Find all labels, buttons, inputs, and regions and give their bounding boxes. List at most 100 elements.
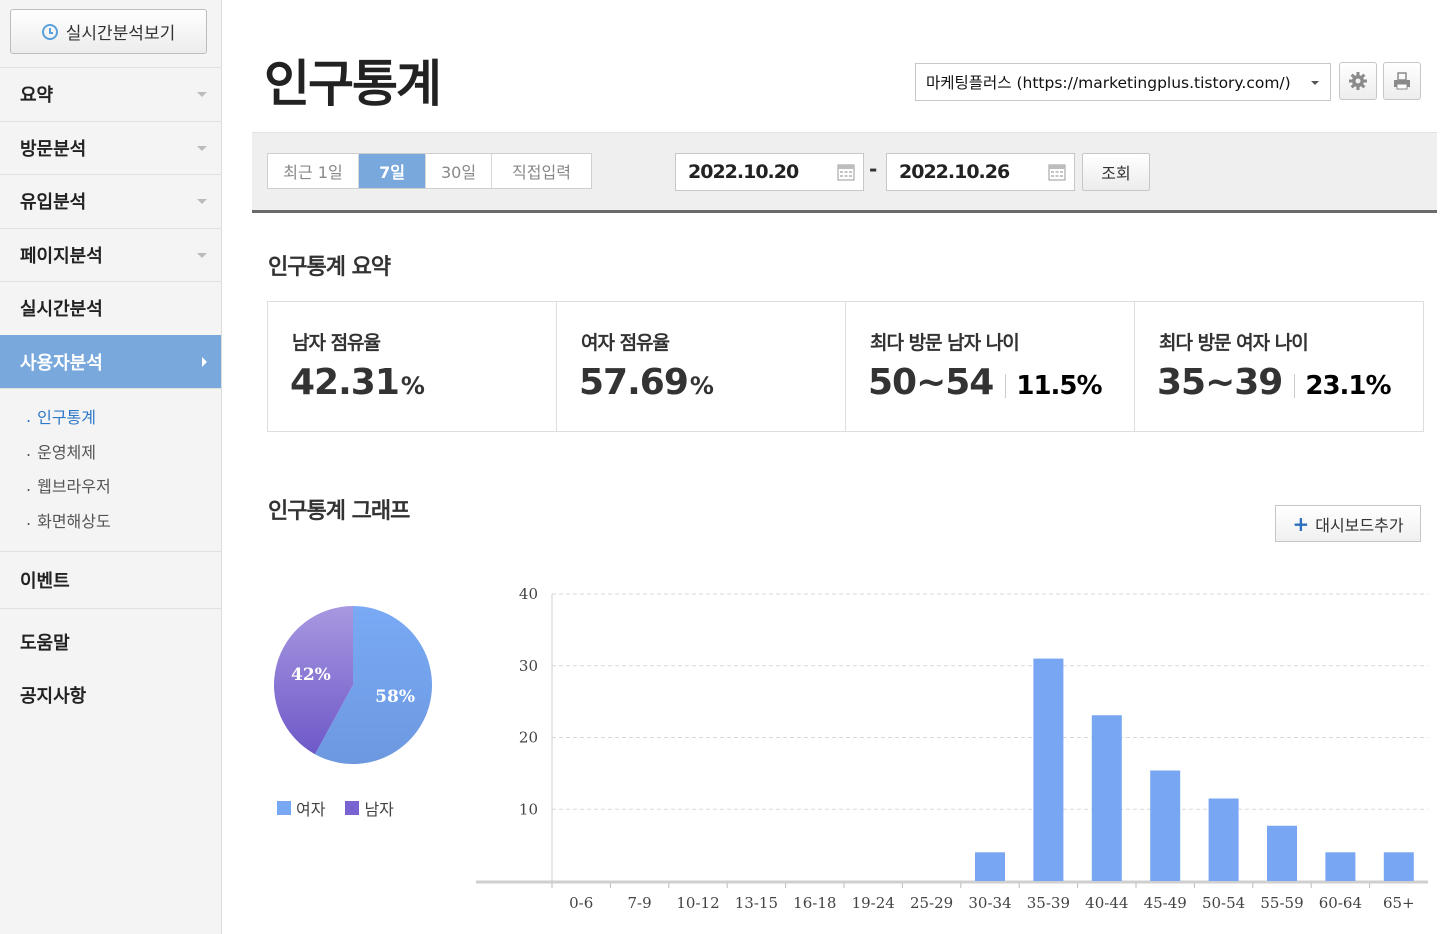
bar-30-34 xyxy=(975,852,1005,881)
chevron-down-icon xyxy=(197,199,207,205)
submenu-item-os[interactable]: . 운영체제 xyxy=(0,434,221,469)
x-tick-label: 0-6 xyxy=(569,894,593,912)
male-share-card: 남자 점유율 42.31 % xyxy=(268,302,557,431)
bullet-icon: . xyxy=(26,406,32,426)
realtime-analysis-label: 실시간분석보기 xyxy=(65,24,176,44)
sidebar-item-summary[interactable]: 요약 xyxy=(0,67,221,121)
sidebar-item-label: 사용자분석 xyxy=(20,352,103,374)
sidebar-submenu: . 인구통계 . 운영체제 . 웹브라우저 . 화면해상도 xyxy=(0,388,221,551)
male-share-value: 42.31 xyxy=(290,362,400,403)
x-tick-label: 10-12 xyxy=(676,894,719,912)
gender-pie-chart: 58% 42% xyxy=(270,602,436,768)
unit-label: % xyxy=(400,372,425,400)
card-value: 35~39 23.1% xyxy=(1157,362,1392,403)
bar-svg: 10 20 30 40 0-6 7-9 10-12 13-15 16-18 19-24 25-29 3… xyxy=(476,585,1428,912)
pie-slice-male xyxy=(274,606,353,755)
female-share-value: 57.69 xyxy=(579,362,689,403)
bullet-icon: . xyxy=(26,510,32,530)
start-date-input[interactable]: 2022.10.20 xyxy=(675,153,864,191)
period-30-days-button[interactable]: 30일 xyxy=(426,154,492,188)
card-value: 42.31 % xyxy=(290,362,425,403)
y-tick-label: 20 xyxy=(519,729,538,747)
period-1-day-button[interactable]: 최근 1일 xyxy=(268,154,359,188)
graph-title: 인구통계 그래프 xyxy=(268,499,410,524)
end-date-input[interactable]: 2022.10.26 xyxy=(886,153,1075,191)
chevron-down-icon xyxy=(197,252,207,258)
x-tick-label: 7-9 xyxy=(628,894,652,912)
sidebar-menu: 요약 방문분석 유입분석 페이지분석 실시간분석 사용자분석 . 인구통계 xyxy=(0,67,221,721)
site-select-value: 마케팅플러스 (https://marketingplus.tistory.co… xyxy=(926,74,1291,92)
sidebar: 실시간분석보기 요약 방문분석 유입분석 페이지분석 실시간분석 사용자분석 . xyxy=(0,0,222,934)
summary-cards: 남자 점유율 42.31 % 여자 점유율 57.69 % 최다 방문 남자 나… xyxy=(267,301,1424,432)
card-value: 50~54 11.5% xyxy=(868,362,1103,403)
submenu-item-demographics[interactable]: . 인구통계 xyxy=(0,399,221,434)
legend-item-female: 여자 xyxy=(277,796,325,820)
legend-swatch xyxy=(345,801,360,815)
legend-swatch xyxy=(277,801,291,815)
print-icon xyxy=(1394,72,1410,90)
sidebar-item-label: 요약 xyxy=(20,85,54,107)
sidebar-item-label: 페이지분석 xyxy=(20,245,103,267)
top-female-age-card: 최다 방문 여자 나이 35~39 23.1% xyxy=(1135,302,1423,431)
add-dashboard-button[interactable]: + 대시보드추가 xyxy=(1275,505,1421,542)
age-bar-chart: 10 20 30 40 0-6 7-9 10-12 13-15 16-18 19-24 25-29 3… xyxy=(470,570,1436,924)
bar-55-59 xyxy=(1267,825,1297,881)
summary-title: 인구통계 요약 xyxy=(268,255,391,280)
start-date-value: 2022.10.20 xyxy=(688,161,799,183)
realtime-analysis-button[interactable]: 실시간분석보기 xyxy=(10,9,207,54)
x-tick-label: 45-49 xyxy=(1144,894,1187,912)
card-label: 여자 점유율 xyxy=(581,332,670,354)
settings-button[interactable] xyxy=(1339,62,1377,100)
sidebar-item-label: 공지사항 xyxy=(20,685,87,707)
period-7-days-button[interactable]: 7일 xyxy=(359,154,426,188)
top-male-age-card: 최다 방문 남자 나이 50~54 11.5% xyxy=(846,302,1135,431)
period-custom-button[interactable]: 직접입력 xyxy=(512,163,571,182)
sidebar-item-label: 도움말 xyxy=(20,632,70,654)
calendar-icon[interactable] xyxy=(837,163,855,181)
submenu-item-browser[interactable]: . 웹브라우저 xyxy=(0,468,221,503)
chevron-down-icon xyxy=(1311,81,1319,85)
x-tick-label: 35-39 xyxy=(1027,894,1070,912)
bar-60-64 xyxy=(1325,852,1356,881)
x-tick-label: 19-24 xyxy=(852,894,895,912)
submenu-item-label: 웹브라우저 xyxy=(37,477,111,497)
x-tick-label: 30-34 xyxy=(968,894,1011,912)
legend-label: 남자 xyxy=(364,800,394,819)
bar-40-44 xyxy=(1091,715,1122,881)
clock-icon xyxy=(41,23,58,40)
submenu-item-label: 화면해상도 xyxy=(37,511,111,531)
y-tick-label: 40 xyxy=(519,585,538,603)
sidebar-item-user-analysis[interactable]: 사용자분석 xyxy=(0,334,221,388)
top-male-age-value: 50~54 xyxy=(868,362,994,403)
sidebar-item-inflow-analysis[interactable]: 유입분석 xyxy=(0,174,221,228)
print-button[interactable] xyxy=(1383,62,1421,100)
x-tick-label: 16-18 xyxy=(793,894,836,912)
top-female-age-value: 35~39 xyxy=(1157,362,1283,403)
filter-bar: 최근 1일 7일 30일 직접입력 2022.10.20 - 2022.10.2… xyxy=(252,132,1437,213)
sidebar-item-visit-analysis[interactable]: 방문분석 xyxy=(0,120,221,175)
calendar-icon[interactable] xyxy=(1048,163,1066,181)
submenu-item-resolution[interactable]: . 화면해상도 xyxy=(0,503,221,538)
bullet-icon: . xyxy=(26,441,32,461)
chevron-down-icon xyxy=(197,92,207,98)
sidebar-item-events[interactable]: 이벤트 xyxy=(0,551,221,608)
query-button[interactable]: 조회 xyxy=(1082,153,1150,191)
x-tick-label: 13-15 xyxy=(735,894,778,912)
top-female-age-percent: 23.1% xyxy=(1294,373,1392,399)
submenu-item-label: 인구통계 xyxy=(37,408,96,428)
x-tick-label: 25-29 xyxy=(910,894,953,912)
pie-data-label: 42% xyxy=(291,665,331,685)
site-select[interactable]: 마케팅플러스 (https://marketingplus.tistory.co… xyxy=(915,63,1331,101)
sidebar-item-page-analysis[interactable]: 페이지분석 xyxy=(0,227,221,282)
sidebar-item-help[interactable]: 도움말 xyxy=(0,615,221,668)
bar-45-49 xyxy=(1150,770,1181,881)
card-label: 최다 방문 여자 나이 xyxy=(1159,332,1309,354)
unit-label: % xyxy=(689,372,714,400)
submenu-item-label: 운영체제 xyxy=(37,442,96,462)
bullet-icon: . xyxy=(26,475,32,495)
y-tick-label: 10 xyxy=(519,800,538,818)
sidebar-item-notices[interactable]: 공지사항 xyxy=(0,668,221,721)
top-male-age-percent: 11.5% xyxy=(1005,373,1103,399)
sidebar-item-realtime-analysis[interactable]: 실시간분석 xyxy=(0,281,221,335)
bar-50-54 xyxy=(1208,798,1239,881)
